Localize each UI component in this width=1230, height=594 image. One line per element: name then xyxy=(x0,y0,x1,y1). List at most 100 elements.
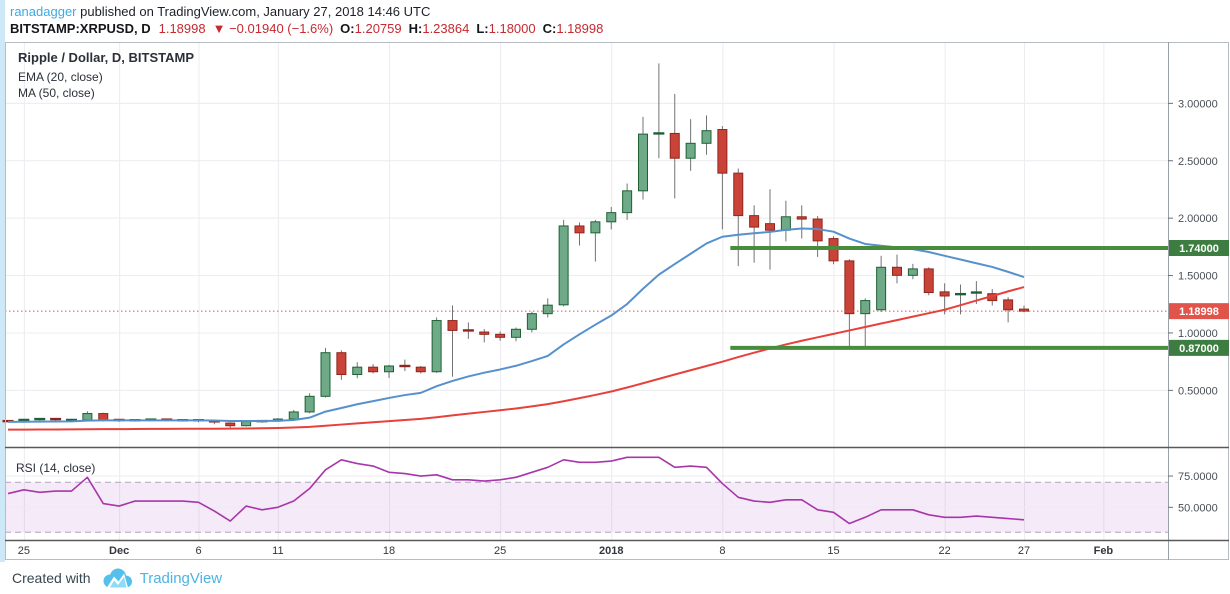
candle-body-down xyxy=(669,132,680,159)
candle-body-up xyxy=(304,395,315,413)
candle-body-up xyxy=(66,418,77,422)
candle-body-up xyxy=(320,352,331,397)
candle-body-down xyxy=(939,291,950,297)
candle-body-up xyxy=(955,292,966,296)
candle-body-up xyxy=(970,291,982,294)
candle-body-up xyxy=(653,132,665,135)
candle-body-up xyxy=(685,142,696,159)
price-axis[interactable] xyxy=(1168,102,1173,508)
candle-body-up xyxy=(18,418,30,422)
candle-body-down xyxy=(50,417,62,421)
chart-frame xyxy=(5,42,1229,560)
close-label: C: xyxy=(542,21,557,36)
candle-body-down xyxy=(765,223,775,231)
time-tick-label: 25 xyxy=(494,545,506,557)
ticker-status-row: BITSTAMP:XRPUSD, D 1.18998 ▼ −0.01940 (−1.… xyxy=(10,21,603,36)
candle-body-up xyxy=(542,304,553,315)
candle-body-up xyxy=(606,212,617,223)
price-change: ▼ −0.01940 (−1.6%) xyxy=(212,21,334,36)
time-tick-label: Dec xyxy=(109,545,129,557)
close-value: 1.18998 xyxy=(556,21,604,36)
ma50-line xyxy=(8,286,1025,431)
price-tick-label: 2.50000 xyxy=(1178,156,1218,168)
level-price-label-text: 0.87000 xyxy=(1179,343,1219,355)
tradingview-logo-icon[interactable] xyxy=(101,567,133,589)
candle-body-up xyxy=(558,225,569,306)
candle-body-up xyxy=(622,190,633,214)
candle-body-up xyxy=(638,133,648,192)
candle-body-down xyxy=(447,320,458,331)
candle-body-up xyxy=(384,365,394,373)
symbol-label[interactable]: BITSTAMP:XRPUSD, D xyxy=(10,21,151,36)
time-tick-label: 22 xyxy=(939,545,951,557)
time-axis[interactable]: 25 Dec 6 11 18 25 2018 8 15 22 27 Feb xyxy=(18,545,1114,557)
high-value: 1.23864 xyxy=(422,21,470,36)
price-chart-canvas[interactable]: 3.00000 2.50000 2.00000 1.50000 1.00000 0.500… xyxy=(0,42,1230,562)
candle-body-down xyxy=(796,216,807,220)
candle-body-down xyxy=(733,172,744,217)
candle-body-up xyxy=(431,320,442,373)
candle-body-up xyxy=(241,421,252,427)
price-tick-label: 1.00000 xyxy=(1178,328,1218,340)
rsi-tick-label: 50.0000 xyxy=(1178,502,1218,514)
candle-body-down xyxy=(98,413,109,421)
candle-body-up xyxy=(82,413,93,421)
candle-body-up xyxy=(590,221,601,234)
candle-body-down xyxy=(415,366,426,373)
price-tick-label: 2.00000 xyxy=(1178,213,1218,225)
level-price-label-text: 1.74000 xyxy=(1179,243,1219,255)
high-label: H: xyxy=(408,21,423,36)
candle-body-up xyxy=(288,411,299,420)
last-price-label-text: 1.18998 xyxy=(1179,306,1219,318)
ema20-line xyxy=(7,227,1025,423)
created-with-label: Created with xyxy=(12,570,91,586)
candle-body-up xyxy=(511,328,521,338)
open-label: O: xyxy=(340,21,355,36)
candle-body-up xyxy=(876,266,887,311)
candle-body-up xyxy=(352,366,363,376)
footer: Created with TradingView xyxy=(0,562,1230,594)
candle-body-down xyxy=(225,422,236,427)
candle-body-down xyxy=(717,129,728,174)
candle-body-up xyxy=(34,417,46,421)
tradingview-brand-link[interactable]: TradingView xyxy=(139,569,223,587)
candle-body-down xyxy=(462,329,474,332)
candle-body-up xyxy=(701,130,712,144)
time-tick-label: 15 xyxy=(827,545,839,557)
left-accent-strip xyxy=(0,0,5,594)
candle-body-down xyxy=(574,225,585,234)
time-tick-label: 8 xyxy=(719,545,725,557)
low-label: L: xyxy=(476,21,489,36)
time-tick-label: 27 xyxy=(1018,545,1030,557)
rsi-tick-label: 75.0000 xyxy=(1178,471,1218,483)
price-tick-label: 0.50000 xyxy=(1178,385,1218,397)
candle-body-up xyxy=(907,268,918,276)
candle-body-down xyxy=(844,260,855,315)
author-name[interactable]: ranadagger xyxy=(10,4,77,19)
candle-body-up xyxy=(780,216,791,231)
candle-body-down xyxy=(1003,299,1014,311)
price-tick-label: 3.00000 xyxy=(1178,98,1218,110)
candle-body-down xyxy=(1019,308,1029,312)
rsi-line xyxy=(7,456,1025,525)
last-price-label-plate xyxy=(1169,303,1229,320)
time-tick-label: 6 xyxy=(195,545,201,557)
candle-body-down xyxy=(495,333,506,338)
price-tick-label: 1.50000 xyxy=(1178,271,1218,283)
time-tick-label: Feb xyxy=(1094,545,1114,557)
publish-info: ranadagger published on TradingView.com,… xyxy=(10,4,430,19)
time-tick-label: 25 xyxy=(18,545,30,557)
candle-body-down xyxy=(923,268,934,294)
candle-body-down xyxy=(399,364,411,368)
time-tick-label: 11 xyxy=(272,545,283,557)
last-price-value: 1.18998 xyxy=(158,21,206,36)
level-price-label-plate xyxy=(1169,240,1229,256)
candle-body-down xyxy=(479,331,490,335)
publish-text: published on TradingView.com, January 27… xyxy=(76,4,431,19)
level-price-label-plate xyxy=(1169,339,1229,356)
time-tick-label: 2018 xyxy=(599,545,623,557)
candle-body-up xyxy=(526,313,537,330)
candle-body-down xyxy=(892,266,902,276)
time-tick-label: 18 xyxy=(383,545,395,557)
